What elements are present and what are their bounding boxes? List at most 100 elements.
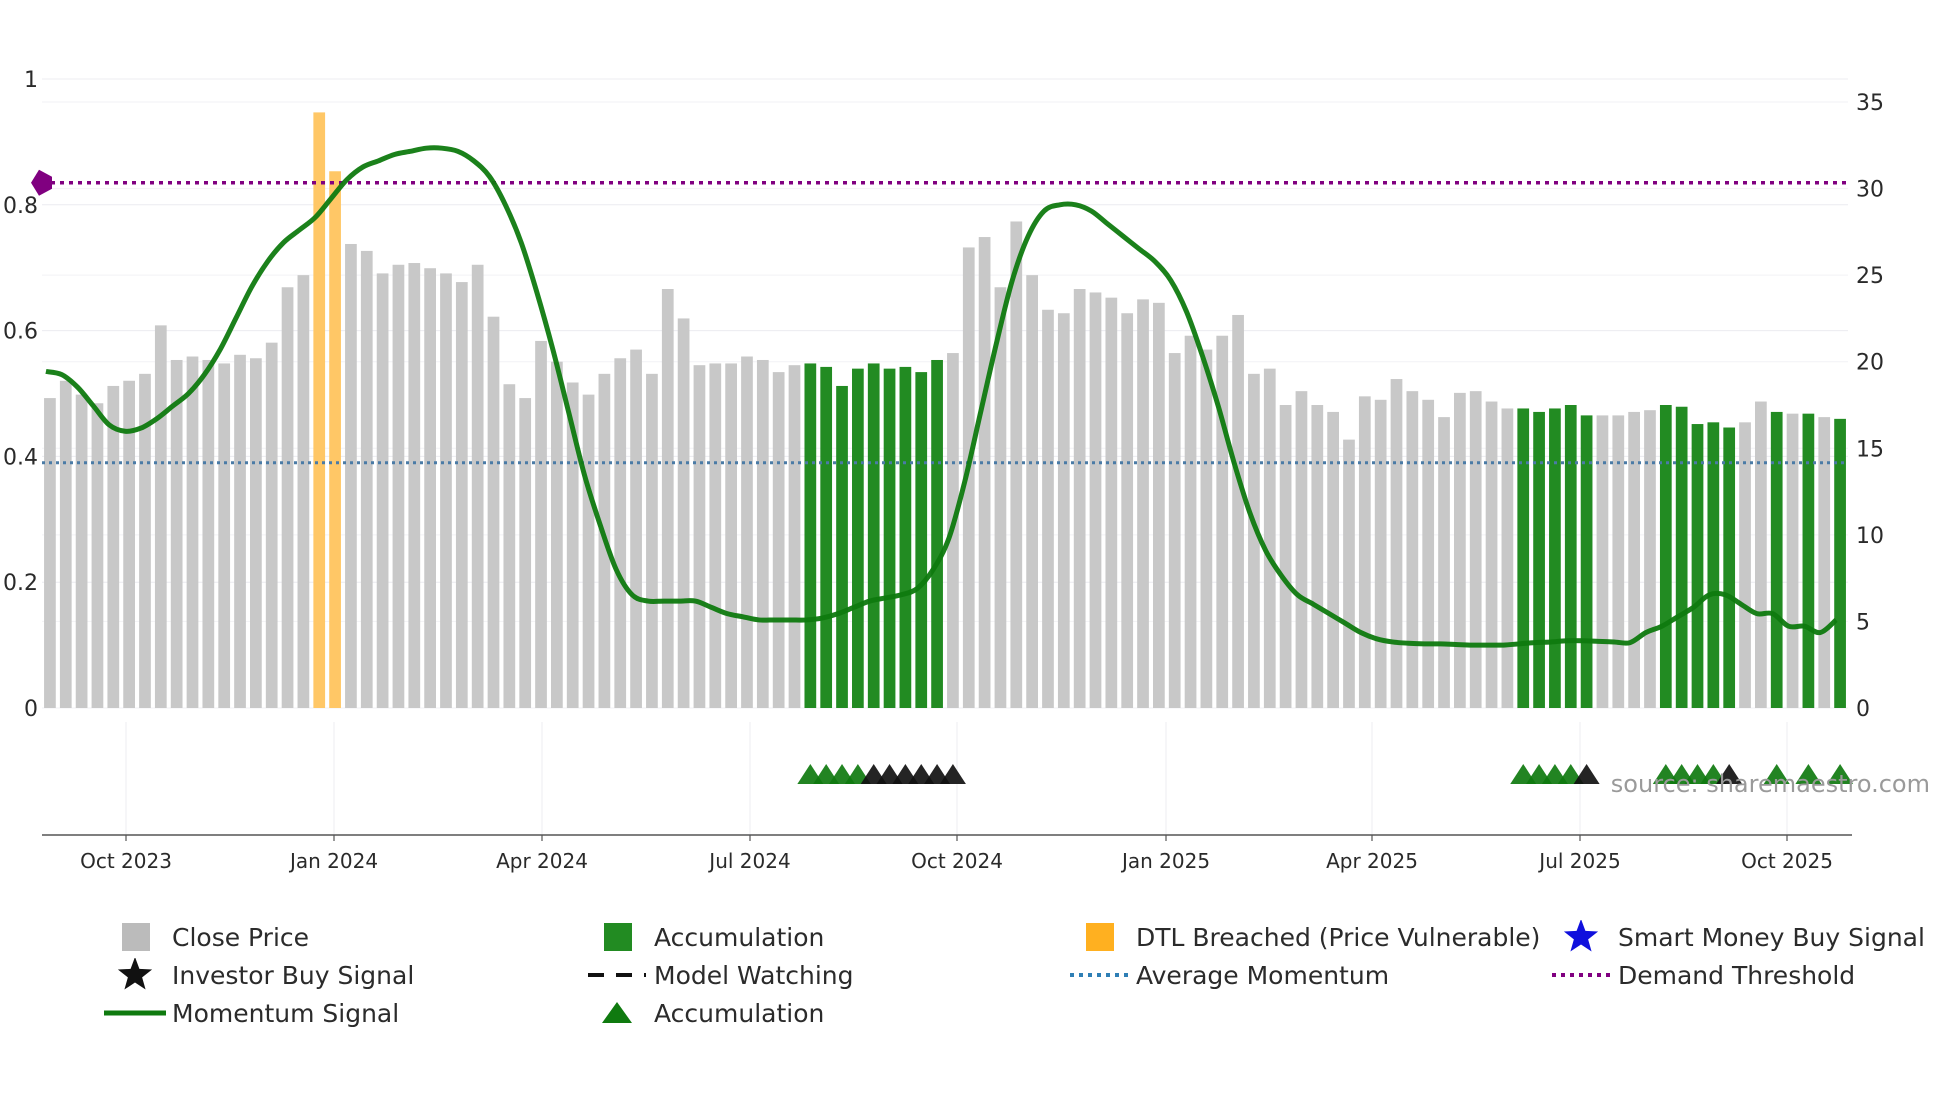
price-bar [250, 358, 262, 708]
price-bar [1137, 299, 1149, 708]
price-bar [202, 359, 215, 708]
price-bar [360, 250, 373, 708]
price-bar [1580, 415, 1593, 708]
left-tick-label: 0.6 [3, 320, 38, 345]
price-bar [329, 171, 341, 708]
price-bar [630, 349, 642, 708]
price-bar [582, 394, 595, 708]
price-bar [725, 363, 737, 708]
price-bar [1153, 302, 1165, 708]
price-bar [551, 361, 563, 708]
legend-star-icon [100, 958, 170, 992]
x-tick-label: Apr 2024 [496, 849, 588, 873]
price-bar [1422, 399, 1435, 708]
price-bar [1343, 439, 1355, 708]
price-bar [1469, 391, 1482, 708]
price-bar [693, 365, 706, 708]
price-bar [1042, 309, 1054, 708]
legend-label: Average Momentum [1136, 960, 1390, 990]
legend-label: Demand Threshold [1618, 960, 1856, 990]
price-bar [1248, 373, 1260, 708]
x-tick-label: Oct 2024 [911, 849, 1003, 873]
legend-star [117, 958, 153, 990]
price-bar [1644, 410, 1656, 708]
right-tick-label: 25 [1856, 264, 1884, 289]
price-bar [1533, 411, 1545, 708]
signal-lines [31, 145, 1848, 648]
x-tick-label: Jul 2025 [1537, 849, 1620, 873]
demand-threshold-marker [31, 169, 52, 196]
left-tick-label: 0 [24, 697, 38, 722]
right-tick-label: 35 [1856, 91, 1884, 116]
price-bar [170, 359, 183, 708]
x-tick-label: Apr 2025 [1326, 849, 1418, 873]
price-bar [1675, 406, 1688, 708]
price-bar [741, 356, 753, 708]
price-bar [154, 325, 167, 708]
price-bar [661, 288, 674, 708]
price-bar [915, 372, 928, 708]
price-bar [1659, 405, 1672, 708]
price-bar [1739, 422, 1751, 708]
price-bar [883, 368, 896, 708]
legend-dash-icon [582, 958, 652, 992]
legend-triangle [602, 1002, 632, 1023]
price-bar [1374, 399, 1387, 708]
x-tick-label: Jan 2025 [1120, 849, 1210, 873]
legend-triangle-icon [582, 996, 652, 1030]
price-bar [1596, 415, 1609, 708]
price-bar [313, 112, 326, 709]
price-bar [709, 363, 722, 708]
legend: Close Price Accumulation DTL Breached (Pri… [0, 920, 1960, 1070]
price-bar [1295, 391, 1308, 708]
price-bar [297, 275, 310, 708]
legend-label: Momentum Signal [172, 998, 400, 1028]
price-bar [1691, 424, 1704, 708]
price-bar [218, 363, 231, 708]
price-bar [1755, 401, 1767, 708]
price-bar [1485, 401, 1498, 708]
price-bar [1089, 292, 1102, 708]
legend-item: Demand Threshold [1546, 958, 1855, 992]
right-tick-label: 15 [1856, 437, 1884, 462]
legend-label: DTL Breached (Price Vulnerable) [1136, 922, 1541, 952]
price-bar [994, 287, 1007, 708]
price-bar [1232, 314, 1244, 708]
legend-label: Investor Buy Signal [172, 960, 415, 990]
x-tick-label: Oct 2023 [80, 849, 172, 873]
legend-square-icon [582, 920, 652, 954]
price-bar [788, 365, 801, 708]
price-bar [1390, 379, 1403, 708]
model-watching-marker [939, 764, 966, 784]
price-bar [756, 359, 769, 708]
legend-square [122, 923, 150, 951]
right-tick-label: 30 [1856, 178, 1884, 203]
price-bar [899, 366, 912, 708]
price-bar [345, 243, 357, 708]
price-bar [1184, 335, 1197, 708]
price-bar [408, 263, 421, 708]
legend-dot-icon [1546, 958, 1616, 992]
model-watching-marker [1573, 764, 1600, 784]
price-bar [1358, 396, 1371, 708]
price-bar [1279, 405, 1292, 708]
legend-label: Close Price [172, 922, 310, 952]
accumulation-marker [1763, 764, 1790, 784]
price-bar [455, 282, 468, 708]
price-bar [1200, 349, 1213, 708]
price-bar [424, 268, 436, 708]
price-bar [1564, 405, 1577, 708]
price-bar [1786, 413, 1799, 708]
price-bar [1073, 288, 1086, 708]
price-bar [646, 373, 658, 708]
right-tick-label: 0 [1856, 697, 1870, 722]
legend-item: Close Price [100, 920, 309, 954]
x-tick-label: Jul 2024 [707, 849, 790, 873]
right-tick-label: 5 [1856, 610, 1870, 635]
price-bar [1454, 392, 1466, 708]
price-bar [962, 247, 975, 708]
legend-square-icon [100, 920, 170, 954]
price-bar [1216, 335, 1229, 708]
price-bar [1121, 313, 1134, 708]
